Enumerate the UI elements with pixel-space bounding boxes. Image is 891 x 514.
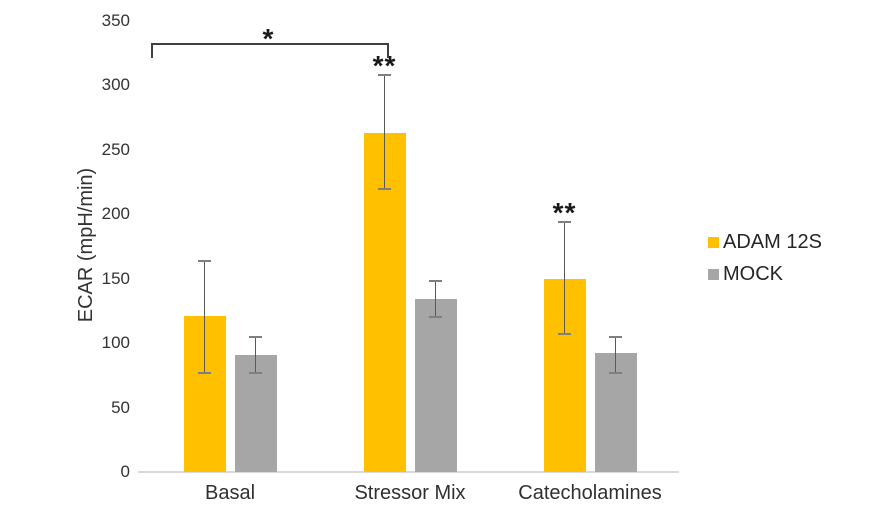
significance-adam-12s-stressor-mix: **: [372, 50, 397, 82]
x-category-label-catecholamines: Catecholamines: [518, 482, 662, 504]
legend-swatch-mock: [708, 268, 719, 280]
legend-item-adam-12s: ADAM 12S: [708, 231, 822, 253]
legend-label-mock: MOCK: [723, 263, 783, 285]
y-tick-label-150: 150: [101, 268, 130, 288]
legend-label-adam-12s: ADAM 12S: [723, 231, 822, 253]
error-cap-bottom-adam-12s-catecholamines: [558, 333, 571, 336]
y-tick-label-50: 50: [111, 397, 130, 417]
error-cap-top-adam-12s-basal: [198, 259, 211, 262]
error-cap-bottom-adam-12s-stressor-mix: [378, 187, 391, 190]
error-cap-bottom-mock-stressor-mix: [429, 316, 442, 319]
error-cap-top-adam-12s-catecholamines: [558, 221, 571, 224]
y-tick-label-0: 0: [120, 462, 130, 481]
error-cap-top-mock-stressor-mix: [429, 280, 442, 283]
x-category-label-stressor-mix: Stressor Mix: [354, 482, 466, 504]
legend-swatch-adam-12s: [708, 236, 719, 248]
x-category-label-basal: Basal: [204, 482, 256, 504]
y-tick-label-100: 100: [101, 333, 130, 353]
error-bar-adam-12s-basal: [203, 260, 206, 373]
legend-item-mock: MOCK: [708, 263, 783, 285]
y-tick-label-200: 200: [101, 204, 130, 224]
error-bar-adam-12s-stressor-mix: [383, 75, 386, 189]
y-tick-label-250: 250: [101, 139, 130, 159]
bar-mock-stressor-mix: [414, 299, 457, 472]
y-tick-label-350: 350: [101, 11, 130, 30]
x-axis-line: [138, 471, 679, 473]
error-cap-top-adam-12s-stressor-mix: [378, 74, 391, 77]
bar-mock-basal: [234, 354, 277, 472]
error-cap-bottom-adam-12s-basal: [198, 371, 211, 374]
error-cap-top-mock-catecholamines: [609, 335, 622, 338]
error-cap-top-mock-basal: [249, 335, 262, 338]
error-bar-adam-12s-catecholamines: [563, 222, 566, 335]
significance-bracket: [151, 43, 389, 58]
error-cap-bottom-mock-basal: [249, 371, 262, 374]
bar-adam-12s-stressor-mix: [363, 133, 406, 472]
error-bar-mock-basal: [254, 336, 257, 373]
significance-bracket-label: *: [262, 23, 274, 54]
error-bar-mock-stressor-mix: [434, 281, 437, 318]
significance-adam-12s-catecholamines: **: [552, 197, 577, 229]
y-tick-label-300: 300: [101, 75, 130, 95]
error-bar-mock-catecholamines: [614, 336, 617, 373]
error-cap-bottom-mock-catecholamines: [609, 371, 622, 374]
